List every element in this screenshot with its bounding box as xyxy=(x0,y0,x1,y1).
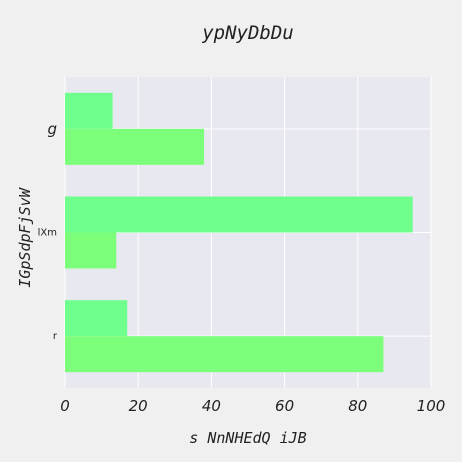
x-axis-label: s NnNHEdQ iJB xyxy=(189,429,306,447)
bar xyxy=(65,300,128,337)
x-tick-label: 60 xyxy=(275,397,294,415)
bar xyxy=(65,232,117,269)
bars xyxy=(65,92,413,373)
x-tick-label: 100 xyxy=(417,397,446,415)
y-axis-label: IGpSdpFjSvW xyxy=(16,186,34,287)
bar xyxy=(65,92,113,129)
y-tick-label: g xyxy=(47,120,57,138)
x-tick-label: 80 xyxy=(348,397,367,415)
bar xyxy=(65,128,205,165)
x-tick-label: 20 xyxy=(129,397,148,415)
y-tick-label: r xyxy=(53,331,58,342)
y-tick-labels: g lXm r xyxy=(38,120,58,342)
chart-title: ypNyDbDu xyxy=(201,22,294,44)
bar xyxy=(65,336,384,373)
x-tick-labels: 0 20 40 60 80 100 xyxy=(60,397,445,415)
y-tick-label: lXm xyxy=(38,228,57,239)
x-tick-label: 40 xyxy=(202,397,221,415)
bar xyxy=(65,196,413,233)
x-tick-label: 0 xyxy=(60,397,70,415)
